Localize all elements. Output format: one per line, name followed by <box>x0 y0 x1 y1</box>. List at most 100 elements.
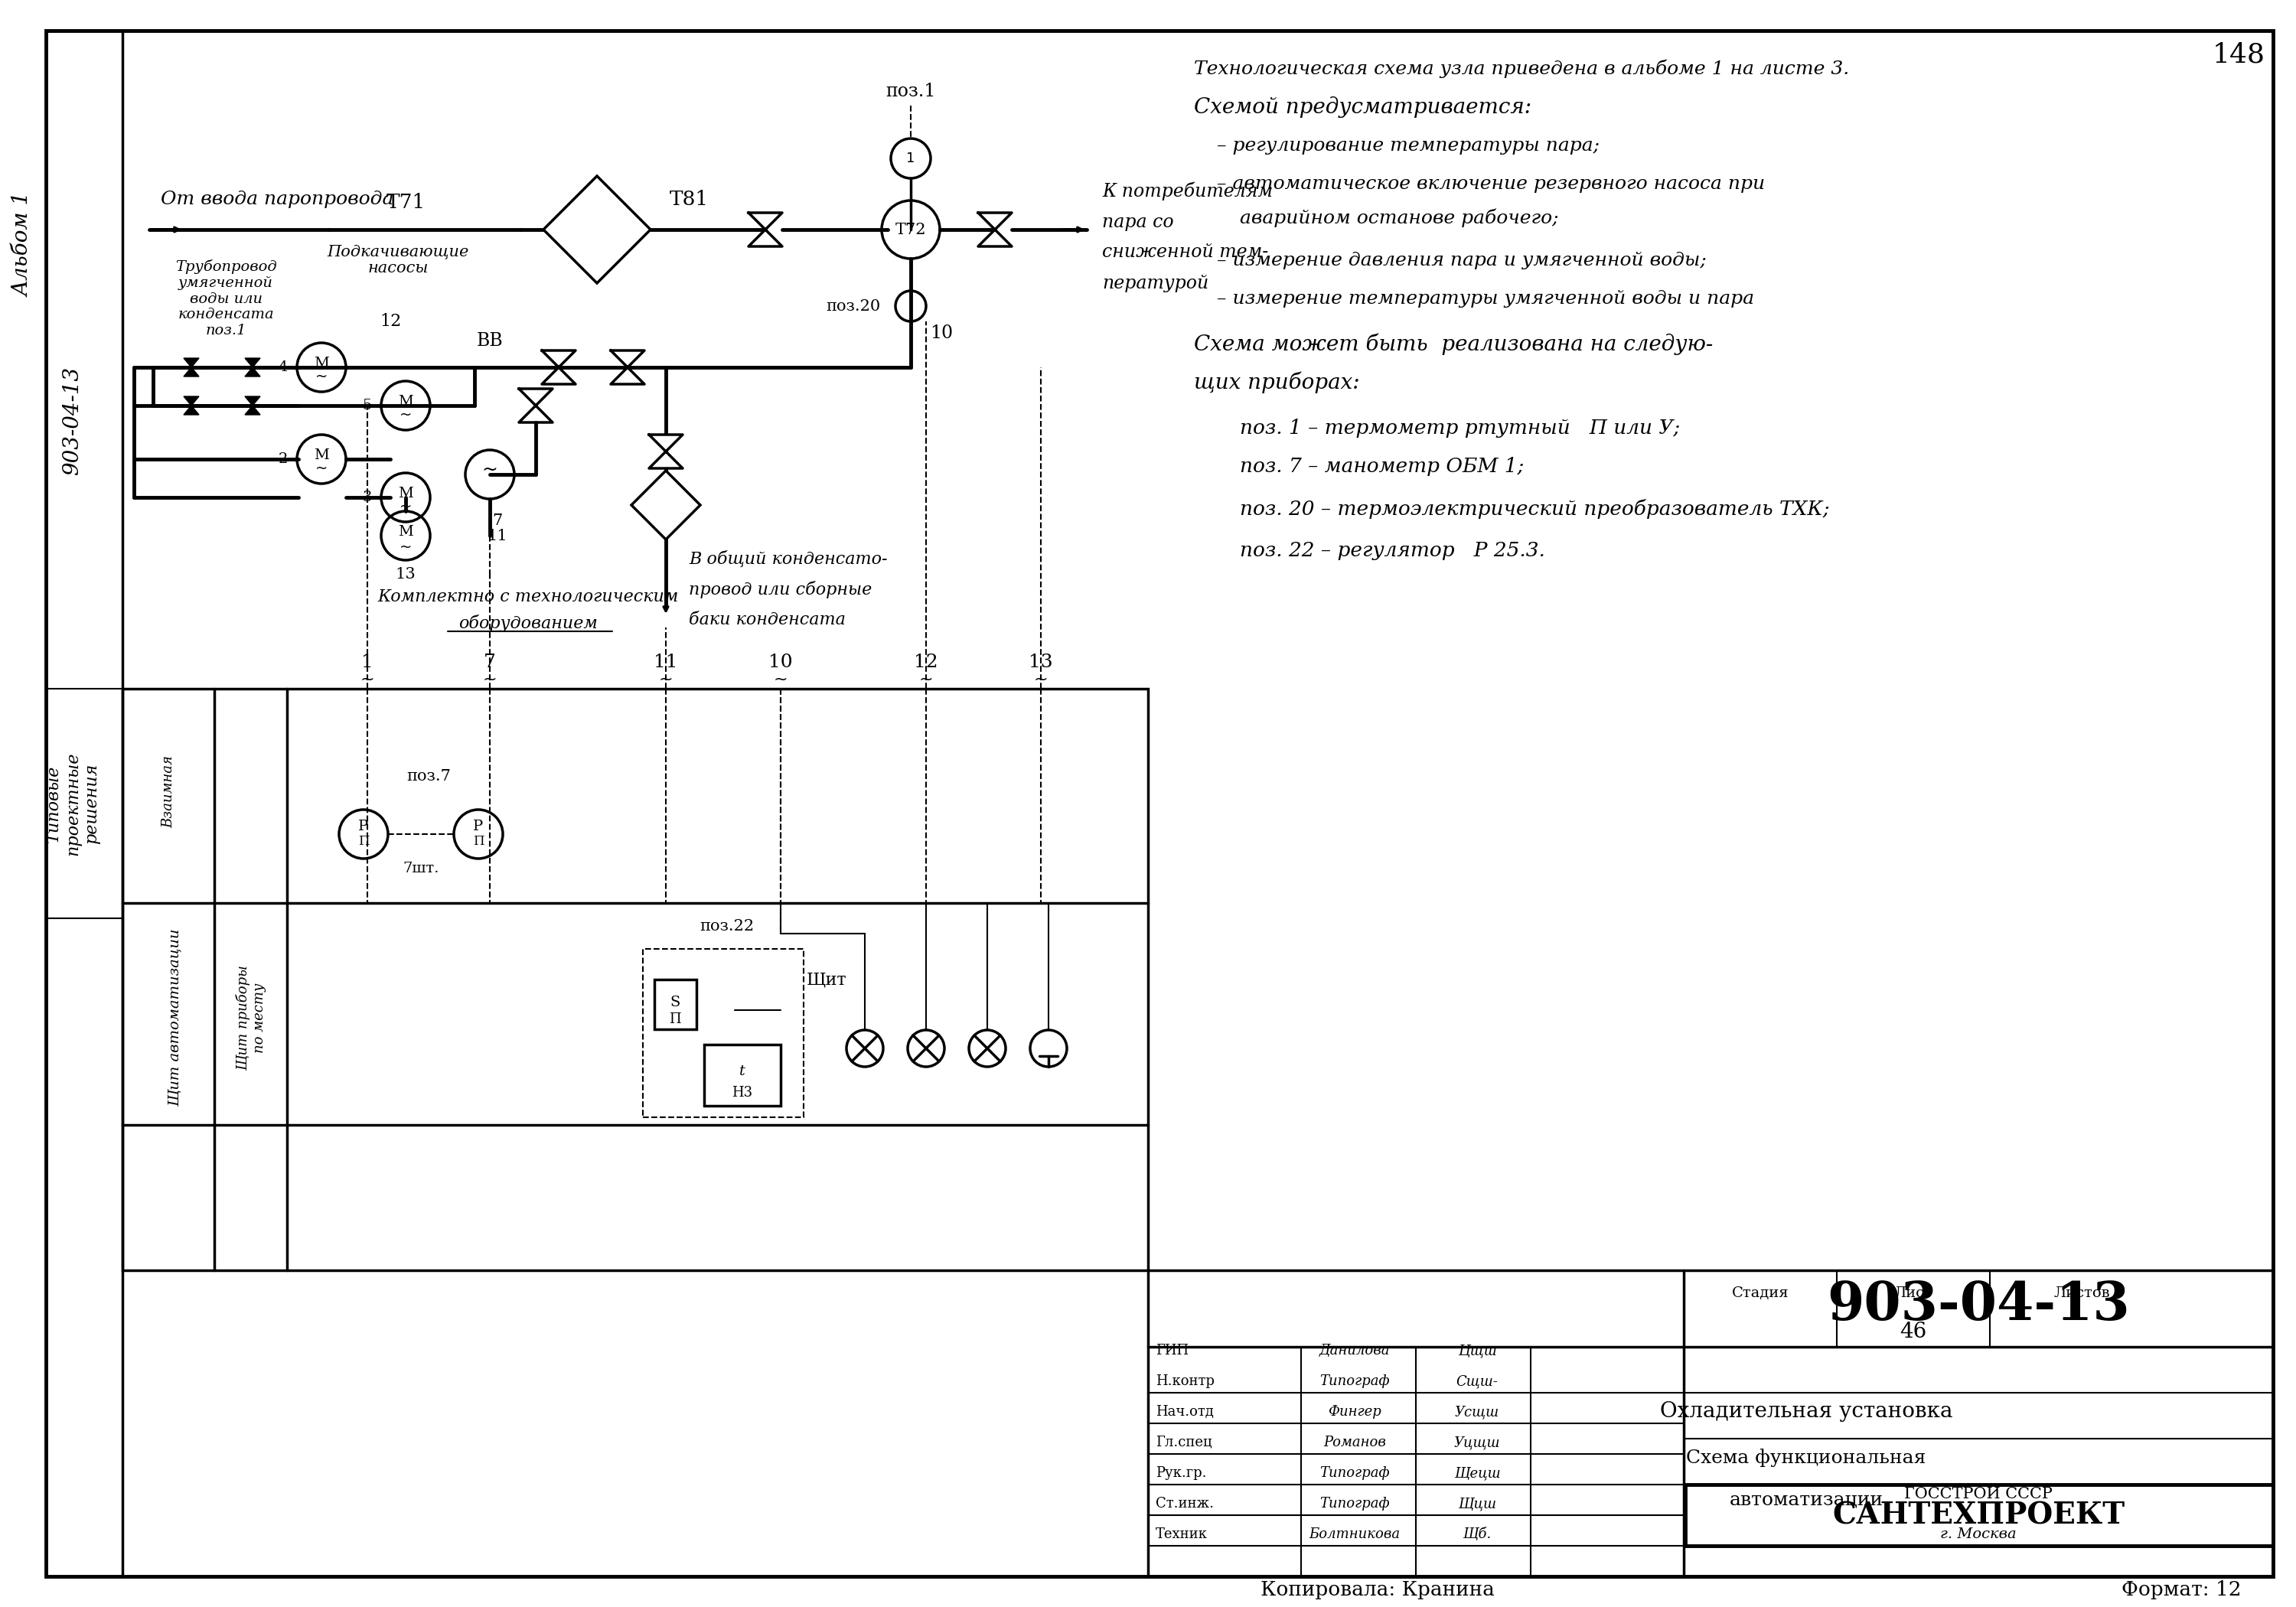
Text: автоматизации: автоматизации <box>1729 1491 1883 1509</box>
Text: 46: 46 <box>1899 1321 1926 1342</box>
Text: 12: 12 <box>914 652 939 670</box>
Text: Охладительная установка: Охладительная установка <box>1660 1401 1952 1422</box>
Text: 903-04-13: 903-04-13 <box>62 366 83 476</box>
Text: ~: ~ <box>400 540 411 554</box>
Text: Р: Р <box>473 820 484 834</box>
Text: К потребителям: К потребителям <box>1102 182 1272 201</box>
Text: t: t <box>739 1064 746 1078</box>
Text: Данилова: Данилова <box>1320 1343 1389 1358</box>
Text: S: S <box>670 996 680 1009</box>
Text: сниженной тем-: сниженной тем- <box>1102 244 1267 262</box>
Text: САНТЕХПРОЕКТ: САНТЕХПРОЕКТ <box>1832 1501 2124 1530</box>
Text: 5: 5 <box>363 399 372 413</box>
Text: Щцш: Щцш <box>1458 1496 1497 1511</box>
Polygon shape <box>611 350 645 368</box>
Text: Т72: Т72 <box>895 222 925 236</box>
Text: Схемой предусматривается:: Схемой предусматривается: <box>1194 96 1531 117</box>
Text: Подкачивающие
насосы: Подкачивающие насосы <box>326 244 468 276</box>
Text: щих приборах:: щих приборах: <box>1194 371 1359 394</box>
Text: 7: 7 <box>484 652 496 670</box>
Text: поз. 7 – манометр ОБМ 1;: поз. 7 – манометр ОБМ 1; <box>1240 458 1525 476</box>
Text: оборудованием: оборудованием <box>459 615 597 633</box>
Text: Типограф: Типограф <box>1320 1374 1389 1388</box>
Text: Схема функциональная: Схема функциональная <box>1685 1448 1926 1467</box>
Text: 13: 13 <box>1029 652 1054 670</box>
Text: ГОССТРОЙ СССР: ГОССТРОЙ СССР <box>1903 1486 2053 1501</box>
Text: Щит приборы
по месту: Щит приборы по месту <box>236 966 266 1070</box>
Text: 10: 10 <box>930 325 953 342</box>
Polygon shape <box>748 230 783 246</box>
Text: Болтникова: Болтникова <box>1309 1527 1401 1541</box>
Bar <box>1148 1270 2273 1576</box>
Polygon shape <box>544 177 650 283</box>
Text: Сщш-: Сщш- <box>1456 1374 1497 1388</box>
Text: В общий конденсато-: В общий конденсато- <box>689 550 886 567</box>
Bar <box>643 948 804 1117</box>
Text: Техник: Техник <box>1155 1527 1208 1541</box>
Text: пара со: пара со <box>1102 214 1173 231</box>
Text: Схема может быть  реализована на следую-: Схема может быть реализована на следую- <box>1194 334 1713 355</box>
Bar <box>654 980 696 1028</box>
Text: Альбом 1: Альбом 1 <box>11 193 32 297</box>
Polygon shape <box>184 397 200 405</box>
Text: ~: ~ <box>482 672 496 688</box>
Polygon shape <box>631 471 700 540</box>
Text: Н3: Н3 <box>732 1086 753 1099</box>
Text: Комплектно с технологическим: Комплектно с технологическим <box>377 588 680 606</box>
Text: 2: 2 <box>278 452 287 466</box>
Polygon shape <box>978 212 1013 230</box>
Text: – автоматическое включение резервного насоса при: – автоматическое включение резервного на… <box>1217 175 1766 193</box>
Polygon shape <box>184 368 200 376</box>
Text: 11: 11 <box>654 652 677 670</box>
Polygon shape <box>246 405 259 415</box>
Text: Усщш: Усщш <box>1456 1405 1499 1419</box>
Text: поз.7: поз.7 <box>406 770 450 784</box>
Text: ~: ~ <box>482 461 498 479</box>
Text: 7: 7 <box>491 513 503 527</box>
Text: Уцщш: Уцщш <box>1453 1435 1499 1450</box>
Text: Ст.инж.: Ст.инж. <box>1155 1496 1215 1511</box>
Text: – измерение температуры умягченной воды и пара: – измерение температуры умягченной воды … <box>1217 289 1754 307</box>
Text: 903-04-13: 903-04-13 <box>1828 1279 2131 1331</box>
Text: ~: ~ <box>315 461 328 476</box>
Text: Романов: Романов <box>1322 1435 1387 1450</box>
Text: – регулирование температуры пара;: – регулирование температуры пара; <box>1217 137 1600 154</box>
Text: Щит автоматизации: Щит автоматизации <box>168 929 181 1107</box>
Polygon shape <box>978 230 1013 246</box>
Text: 3: 3 <box>363 490 372 505</box>
Text: ~: ~ <box>774 672 788 688</box>
Text: поз.22: поз.22 <box>700 919 755 934</box>
Text: Рук.гр.: Рук.гр. <box>1155 1466 1208 1480</box>
Text: 10: 10 <box>769 652 792 670</box>
Polygon shape <box>611 368 645 384</box>
Text: провод или сборные: провод или сборные <box>689 580 872 598</box>
Text: ~: ~ <box>400 408 411 423</box>
Text: Щит: Щит <box>806 971 847 988</box>
Text: Щецш: Щецш <box>1453 1466 1499 1480</box>
Text: поз.1: поз.1 <box>886 84 937 101</box>
Text: M: M <box>397 525 413 538</box>
Text: Трубопровод
умягченной
воды или
конденсата
поз.1: Трубопровод умягченной воды или конденса… <box>174 259 276 337</box>
Polygon shape <box>246 368 259 376</box>
Text: Типовые
проектные
решения: Типовые проектные решения <box>46 752 101 855</box>
Text: Фингер: Фингер <box>1327 1405 1382 1419</box>
Text: ~: ~ <box>400 500 411 514</box>
Text: Лист: Лист <box>1894 1286 1933 1300</box>
Text: Т81: Т81 <box>668 190 709 209</box>
Text: 4: 4 <box>278 360 287 374</box>
Polygon shape <box>650 434 682 452</box>
Text: От ввода паропровода: От ввода паропровода <box>161 190 393 207</box>
Text: 13: 13 <box>395 567 416 582</box>
Text: 12: 12 <box>379 313 402 329</box>
Text: ~: ~ <box>315 370 328 384</box>
Text: Листов: Листов <box>2053 1286 2110 1300</box>
Bar <box>1685 1485 2273 1546</box>
Polygon shape <box>650 452 682 468</box>
Text: Стадия: Стадия <box>1731 1286 1789 1300</box>
Text: аварийном останове рабочего;: аварийном останове рабочего; <box>1240 209 1559 228</box>
Polygon shape <box>519 405 553 423</box>
Text: поз. 20 – термоэлектрический преобразователь ТХК;: поз. 20 – термоэлектрический преобразова… <box>1240 498 1830 519</box>
Polygon shape <box>542 368 576 384</box>
Bar <box>705 1045 781 1106</box>
Polygon shape <box>184 358 200 368</box>
